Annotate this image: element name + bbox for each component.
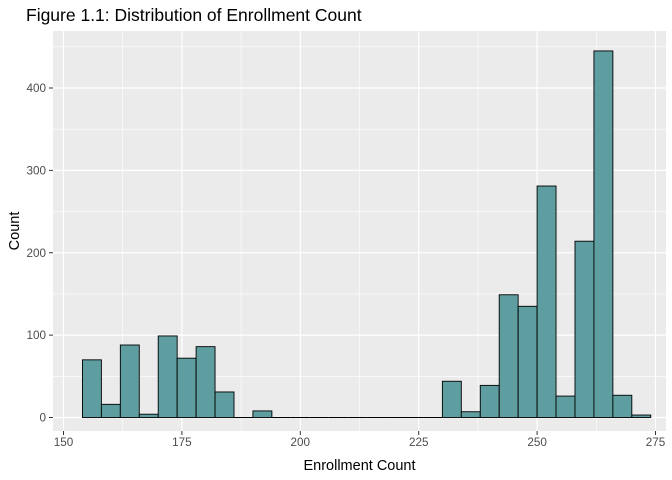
histogram-bar — [460, 411, 481, 418]
histogram-bar — [612, 394, 633, 418]
histogram-bar — [81, 359, 102, 418]
histogram-bar — [593, 50, 614, 418]
histogram-bar — [498, 294, 519, 418]
histogram-bar — [214, 391, 235, 418]
histogram-bar — [479, 384, 500, 418]
bars — [81, 50, 652, 418]
y-tick-label: 0 — [39, 412, 46, 425]
y-axis: 0 100 200 300 400 — [26, 82, 53, 425]
histogram-bar — [555, 395, 576, 418]
x-tick-label: 225 — [409, 436, 429, 449]
histogram-bar — [195, 346, 216, 418]
x-axis-title: Enrollment Count — [303, 458, 415, 474]
y-tick-label: 200 — [26, 247, 46, 260]
y-axis-title: Count — [7, 212, 23, 251]
histogram-bar — [157, 335, 178, 418]
x-tick-label: 150 — [54, 436, 74, 449]
chart-title: Figure 1.1: Distribution of Enrollment C… — [26, 5, 362, 25]
histogram-bar — [574, 240, 595, 418]
x-tick-label: 275 — [646, 436, 666, 449]
x-tick-label: 200 — [291, 436, 311, 449]
histogram-bar — [441, 380, 462, 418]
histogram-bar — [138, 413, 159, 418]
x-axis: 150 175 200 225 250 275 — [54, 431, 666, 449]
y-tick-label: 400 — [26, 82, 46, 95]
histogram-bar — [536, 185, 557, 418]
y-tick-label: 300 — [26, 164, 46, 177]
histogram-bar — [631, 414, 652, 418]
histogram-bar — [119, 344, 140, 418]
x-tick-label: 250 — [527, 436, 547, 449]
histogram-bar — [100, 403, 121, 418]
x-tick-label: 175 — [172, 436, 192, 449]
y-tick-label: 100 — [26, 329, 46, 342]
histogram-bar — [517, 305, 538, 418]
histogram-bar — [252, 410, 273, 418]
histogram-bar — [176, 357, 197, 418]
